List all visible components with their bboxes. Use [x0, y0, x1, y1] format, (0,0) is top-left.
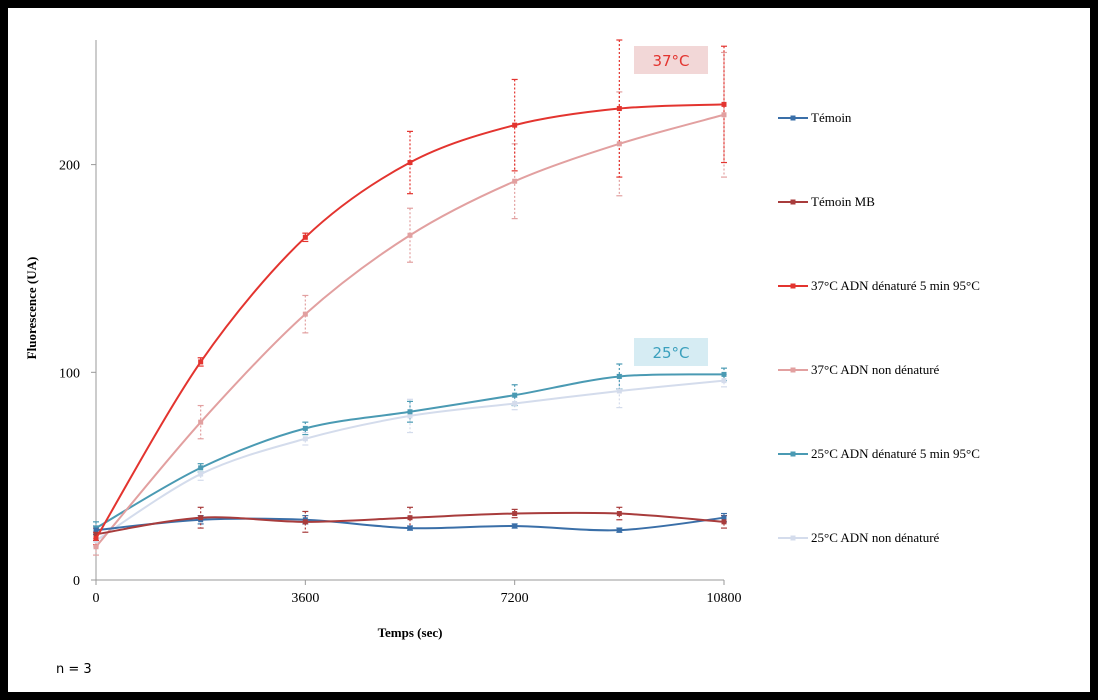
- data-point: [616, 388, 622, 394]
- x-tick-label: 7200: [501, 591, 529, 606]
- legend-label: 25°C ADN dénaturé 5 min 95°C: [811, 446, 980, 461]
- data-point: [93, 531, 99, 537]
- error-bar: [616, 506, 623, 521]
- legend-swatch-marker: [790, 535, 796, 541]
- legend-swatch-marker: [790, 367, 796, 373]
- error-bar: [302, 294, 309, 334]
- data-point: [407, 413, 413, 419]
- data-point: [407, 409, 413, 415]
- data-point: [616, 527, 622, 533]
- data-point: [721, 378, 727, 384]
- data-point: [512, 122, 518, 128]
- data-point: [512, 523, 518, 529]
- legend-item: 25°C ADN dénaturé 5 min 95°C: [778, 446, 980, 461]
- legend-item: Témoin MB: [778, 194, 875, 209]
- annotation-37-label: 37°C: [652, 52, 689, 70]
- legend-label: Témoin: [811, 110, 852, 125]
- legend-label: 25°C ADN non dénaturé: [811, 530, 940, 545]
- y-tick-label: 0: [73, 574, 80, 589]
- data-point: [198, 419, 204, 425]
- legend-item: 37°C ADN non dénaturé: [778, 362, 940, 377]
- x-tick-label: 0: [93, 591, 100, 606]
- legend-swatch-marker: [790, 451, 796, 457]
- data-point: [302, 519, 308, 525]
- data-point: [93, 527, 99, 533]
- series-lines: [93, 101, 727, 550]
- data-point: [93, 544, 99, 550]
- legend-swatch-marker: [790, 283, 796, 289]
- annotation-25-box: [634, 338, 708, 366]
- data-point: [616, 106, 622, 112]
- annotations: 37°C 25°C: [634, 46, 708, 366]
- axes: 0 3600 7200 10800 0 100 200: [59, 40, 742, 606]
- data-point: [616, 511, 622, 517]
- legend-swatch-marker: [790, 199, 796, 205]
- data-point: [198, 359, 204, 365]
- error-bar: [302, 421, 309, 436]
- data-point: [616, 373, 622, 379]
- legend: Témoin Témoin MB 37°C ADN dénaturé 5 min 9…: [778, 110, 980, 545]
- data-point: [512, 392, 518, 398]
- error-bar: [721, 45, 727, 164]
- error-bar: [407, 400, 413, 423]
- error-bar: [407, 207, 413, 263]
- error-bar: [302, 510, 309, 533]
- legend-label: Témoin MB: [811, 194, 875, 209]
- sample-size-note: n = 3: [56, 662, 92, 677]
- y-tick-label: 100: [59, 366, 80, 381]
- data-point: [407, 525, 413, 531]
- error-bar: [721, 51, 727, 178]
- data-point: [302, 425, 308, 431]
- legend-label: 37°C ADN dénaturé 5 min 95°C: [811, 278, 980, 293]
- data-point: [198, 515, 204, 521]
- data-point: [407, 232, 413, 238]
- data-point: [407, 515, 413, 521]
- data-point: [198, 471, 204, 477]
- data-point: [93, 535, 99, 541]
- data-point: [302, 311, 308, 317]
- legend-item: Témoin: [778, 110, 852, 125]
- chart-frame: 0 3600 7200 10800 0 100 200 37°C 25°C Témoin Tém…: [8, 8, 1090, 692]
- data-point: [721, 371, 727, 377]
- legend-swatch-marker: [790, 115, 796, 121]
- series-line: [95, 373, 725, 529]
- y-tick-label: 200: [59, 159, 80, 174]
- data-point: [721, 101, 727, 107]
- legend-label: 37°C ADN non dénaturé: [811, 362, 940, 377]
- x-tick-label: 3600: [291, 591, 319, 606]
- data-point: [721, 112, 727, 118]
- legend-item: 25°C ADN non dénaturé: [778, 530, 940, 545]
- data-point: [512, 178, 518, 184]
- data-point: [198, 465, 204, 471]
- data-point: [302, 234, 308, 240]
- x-axis-label: Temps (sec): [378, 625, 443, 640]
- y-axis-label: Fluorescence (UA): [24, 257, 39, 360]
- data-point: [512, 400, 518, 406]
- error-bar: [302, 431, 309, 446]
- error-bar: [197, 506, 204, 529]
- error-bars: [93, 39, 727, 556]
- annotation-25-label: 25°C: [652, 344, 689, 362]
- x-tick-label: 10800: [707, 591, 742, 606]
- legend-item: 37°C ADN dénaturé 5 min 95°C: [778, 278, 980, 293]
- annotation-37-box: [634, 46, 708, 74]
- error-bar: [407, 130, 413, 195]
- data-point: [721, 519, 727, 525]
- data-point: [616, 141, 622, 147]
- data-point: [407, 160, 413, 166]
- data-point: [302, 436, 308, 442]
- data-point: [512, 511, 518, 517]
- data-point: [721, 515, 727, 521]
